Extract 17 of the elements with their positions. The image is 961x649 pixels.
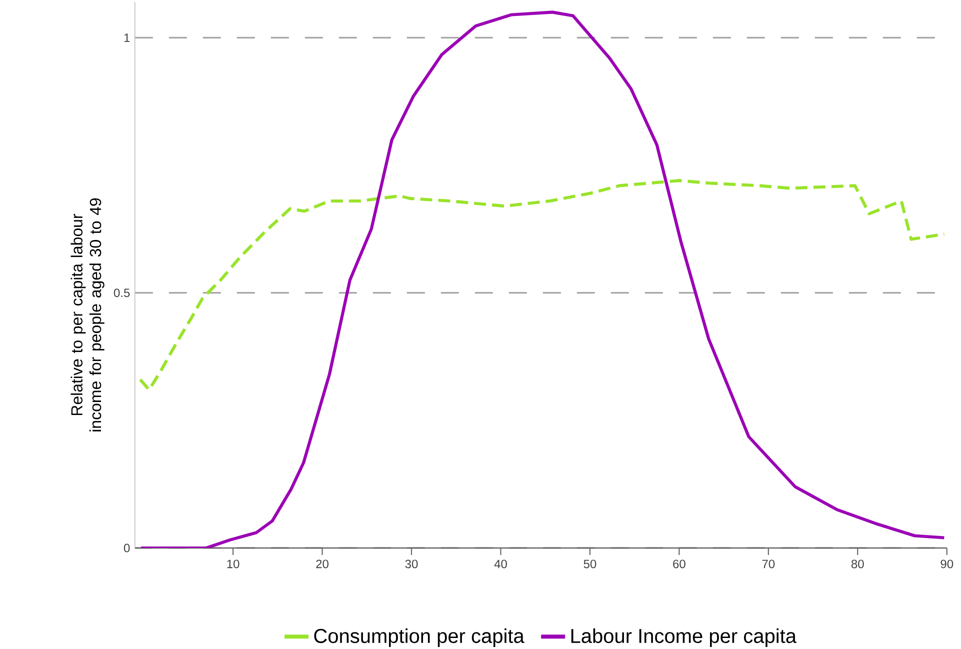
line-series	[140, 10, 946, 548]
legend-label: Labour Income per capita	[571, 628, 797, 648]
x-tick-label: 10	[227, 560, 240, 568]
legend-label: Consumption per capita	[314, 628, 524, 648]
x-tick-label: 50	[584, 560, 596, 568]
x-tick-label: 70	[762, 560, 775, 568]
x-tick-label: 60	[673, 560, 686, 568]
y-tick-label: 0.5	[114, 288, 130, 298]
x-tick-label: 30	[405, 560, 418, 568]
y-tick-label: 1	[124, 34, 130, 42]
x-tick-label: 40	[494, 560, 507, 568]
y-axis-title: Relative to per capita labour income for people aged 30 to 49	[70, 198, 104, 432]
x-tick-label: 80	[851, 560, 864, 568]
y-tick-label: 0	[124, 544, 130, 552]
line-series	[138, 179, 946, 392]
x-tick-label: 20	[316, 560, 328, 568]
x-tick-label: 90	[940, 560, 954, 568]
